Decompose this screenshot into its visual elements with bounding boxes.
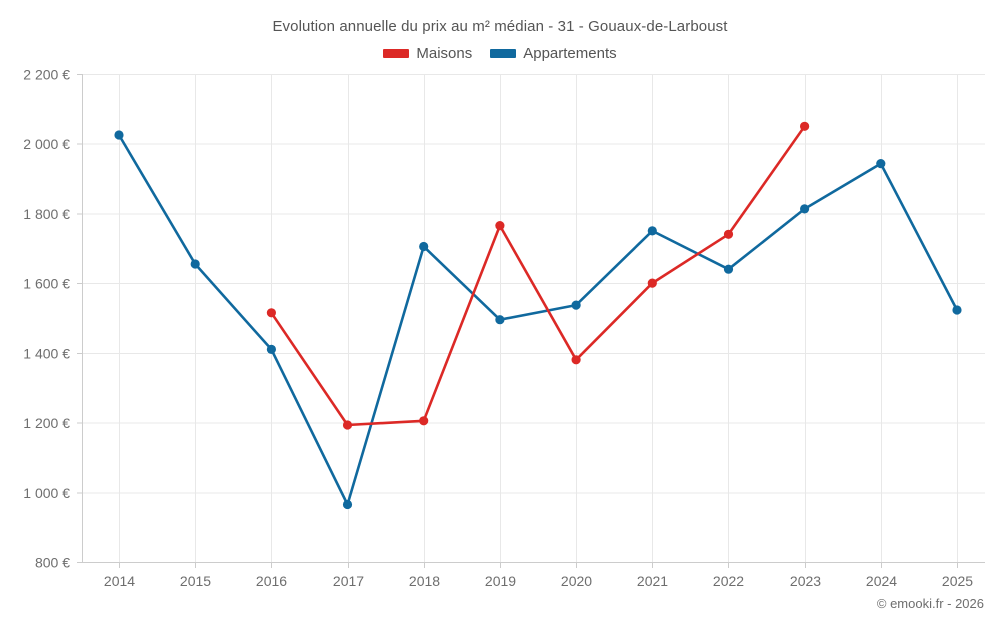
- data-point-marker[interactable]: [723, 264, 734, 274]
- data-point-marker[interactable]: [419, 416, 429, 426]
- x-axis-tick-label: 2015: [180, 573, 211, 589]
- data-point-marker[interactable]: [190, 259, 200, 269]
- data-point-marker[interactable]: [876, 159, 886, 169]
- x-axis-tick-label: 2023: [790, 573, 821, 589]
- x-axis-tick-label: 2014: [104, 573, 135, 589]
- y-axis-tick-label: 1 600 €: [23, 276, 70, 292]
- x-axis-tick-label: 2021: [637, 573, 668, 589]
- series-line-maisons: [270, 125, 806, 427]
- y-axis-tick-label: 2 200 €: [23, 67, 70, 83]
- y-axis-tick-label: 1 000 €: [23, 485, 70, 501]
- data-point-marker[interactable]: [419, 241, 429, 252]
- y-axis: 800 € 1 000 € 1 200 € 1 400 € 1 600 € 1 800 €…: [23, 67, 83, 571]
- data-point-marker[interactable]: [647, 226, 657, 236]
- x-axis-tick-label: 2019: [485, 573, 516, 589]
- data-point-marker[interactable]: [495, 315, 505, 325]
- data-point-marker[interactable]: [800, 204, 810, 214]
- legend-label-maisons: Maisons: [416, 45, 473, 62]
- x-axis-tick-label: 2025: [942, 573, 973, 589]
- chart-title: Evolution annuelle du prix au m² médian …: [272, 18, 728, 35]
- data-point-marker[interactable]: [571, 300, 581, 310]
- x-axis-tick-label: 2018: [409, 573, 440, 589]
- chart-legend: Maisons Appartements: [0, 45, 1000, 62]
- data-point-marker[interactable]: [647, 278, 657, 288]
- data-point-marker[interactable]: [571, 355, 581, 365]
- y-axis-tick-label: 800 €: [35, 555, 70, 571]
- legend-item-appartements[interactable]: Appartements: [490, 45, 617, 62]
- data-point-marker[interactable]: [723, 229, 734, 239]
- y-axis-tick-label: 2 000 €: [23, 136, 70, 152]
- line-swatch-icon-maisons: [383, 49, 410, 58]
- footer-credit: © emooki.fr - 2026: [876, 596, 984, 611]
- data-series: [114, 121, 962, 510]
- data-point-marker[interactable]: [495, 221, 505, 231]
- x-axis-tick-label: 2016: [256, 573, 287, 589]
- data-point-marker[interactable]: [114, 130, 124, 140]
- legend-item-maisons[interactable]: Maisons: [383, 45, 472, 62]
- data-point-marker[interactable]: [800, 121, 810, 131]
- line-swatch-icon-appartements: [490, 49, 517, 58]
- data-point-marker[interactable]: [342, 499, 353, 510]
- y-axis-tick-label: 1 800 €: [23, 206, 70, 222]
- y-axis-tick-label: 1 200 €: [23, 415, 70, 431]
- data-point-marker[interactable]: [266, 308, 276, 318]
- x-axis: 2014 2015 2016 2017 2018 2019 2020 2021 2022 2023…: [82, 562, 985, 589]
- gridlines: [82, 74, 985, 563]
- legend-label-appartements: Appartements: [523, 45, 617, 62]
- data-point-marker[interactable]: [952, 305, 962, 315]
- data-point-marker[interactable]: [342, 420, 353, 430]
- series-line-appartements: [117, 133, 959, 506]
- x-axis-tick-label: 2024: [866, 573, 897, 589]
- x-axis-tick-label: 2020: [561, 573, 592, 589]
- data-point-marker[interactable]: [266, 344, 276, 354]
- x-axis-tick-label: 2022: [713, 573, 744, 589]
- x-axis-tick-label: 2017: [333, 573, 364, 589]
- y-axis-tick-label: 1 400 €: [23, 345, 70, 361]
